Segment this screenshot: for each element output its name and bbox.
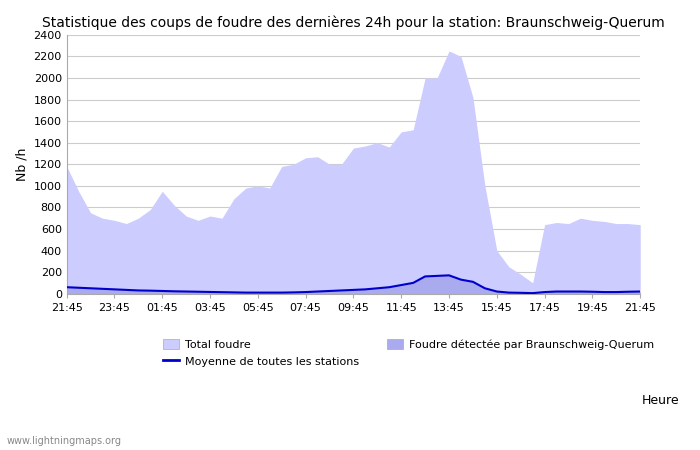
Text: www.lightningmaps.org: www.lightningmaps.org (7, 436, 122, 446)
Text: Heure: Heure (641, 394, 679, 407)
Title: Statistique des coups de foudre des dernières 24h pour la station: Braunschweig-: Statistique des coups de foudre des dern… (42, 15, 665, 30)
Legend: Total foudre, Moyenne de toutes les stations, Foudre détectée par Braunschweig-Q: Total foudre, Moyenne de toutes les stat… (158, 335, 659, 371)
Y-axis label: Nb /h: Nb /h (15, 148, 28, 181)
